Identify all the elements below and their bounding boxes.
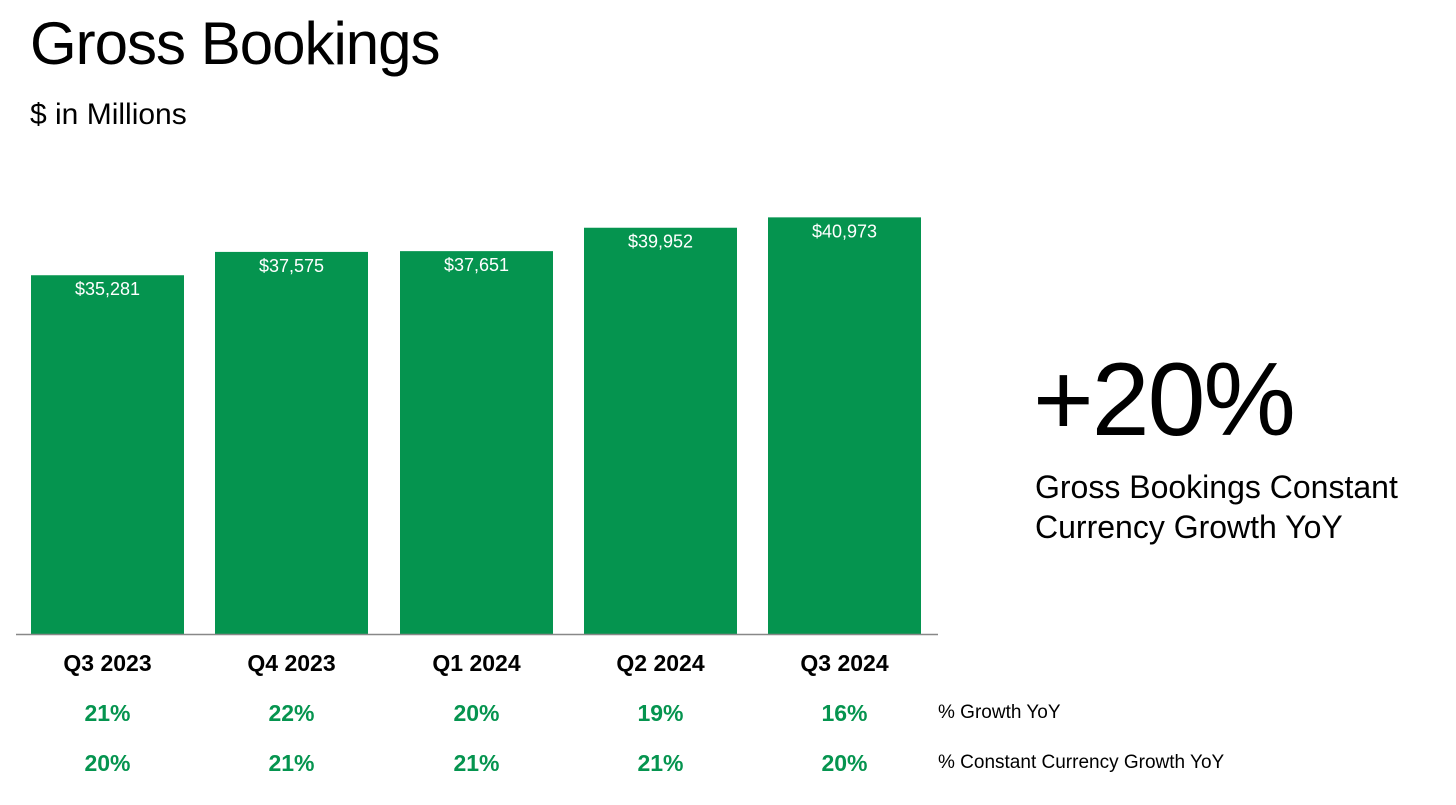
constant-currency-growth-value: 20% — [821, 750, 867, 776]
bar — [400, 251, 553, 635]
category-label: Q2 2024 — [616, 650, 704, 676]
bar — [215, 251, 368, 634]
constant-currency-growth-row-label: % Constant Currency Growth YoY — [938, 752, 1225, 773]
page-title: Gross Bookings — [30, 10, 441, 77]
bar — [768, 217, 921, 634]
growth-yoy-value: 21% — [84, 700, 130, 726]
growth-yoy-value: 16% — [821, 700, 867, 726]
category-label: Q3 2024 — [800, 650, 888, 676]
page-subtitle: $ in Millions — [30, 98, 187, 131]
growth-yoy-value: 22% — [268, 700, 314, 726]
category-label: Q1 2024 — [432, 650, 520, 676]
headline-growth-caption: Gross Bookings Constant Currency Growth … — [1035, 469, 1398, 545]
constant-currency-growth-value: 21% — [453, 750, 499, 776]
bar-value-label: $39,952 — [628, 232, 693, 252]
growth-yoy-value: 20% — [453, 700, 499, 726]
constant-currency-growth-value: 21% — [637, 750, 683, 776]
growth-yoy-row-label: % Growth YoY — [938, 702, 1061, 723]
bar — [584, 227, 737, 635]
bar-value-label: $40,973 — [812, 221, 877, 241]
headline-growth-figure: +20% — [1033, 342, 1296, 458]
bar-value-label: $35,281 — [75, 279, 140, 299]
bar-value-label: $37,575 — [259, 256, 324, 276]
bar-value-label: $37,651 — [444, 255, 509, 275]
category-label: Q4 2023 — [247, 650, 335, 676]
growth-yoy-value: 19% — [637, 700, 683, 726]
bar — [31, 275, 184, 634]
category-label: Q3 2023 — [63, 650, 151, 676]
constant-currency-growth-value: 20% — [84, 750, 130, 776]
constant-currency-growth-value: 21% — [268, 750, 314, 776]
